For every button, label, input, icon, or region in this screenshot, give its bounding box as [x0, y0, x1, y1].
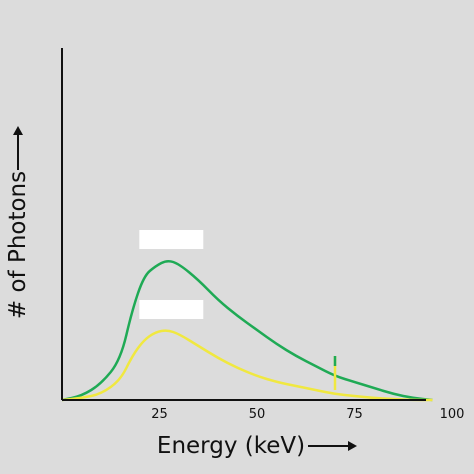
y-axis-title: # of Photons [5, 171, 31, 319]
peak-label-box-1 [139, 230, 204, 249]
x-axis-arrowhead [348, 441, 357, 451]
x-tick-label-50: 50 [249, 407, 266, 422]
series-line-2 [61, 329, 433, 402]
peak-label-box-2 [139, 300, 204, 319]
x-tick-label-25: 25 [151, 407, 168, 422]
series-line-1 [61, 259, 433, 402]
x-tick-label-100: 100 [440, 407, 465, 422]
y-axis-arrowhead [13, 126, 23, 135]
x-axis-title: Energy (keV) [157, 433, 305, 459]
x-tick-label-75: 75 [346, 407, 363, 422]
